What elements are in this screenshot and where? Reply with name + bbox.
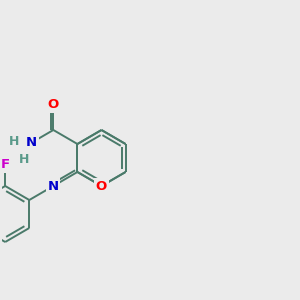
Text: O: O [48,98,59,111]
Text: H: H [19,153,29,166]
Text: O: O [96,179,107,193]
Text: H: H [8,134,19,148]
Text: F: F [1,158,10,172]
Text: N: N [26,136,37,149]
Text: N: N [48,179,59,193]
